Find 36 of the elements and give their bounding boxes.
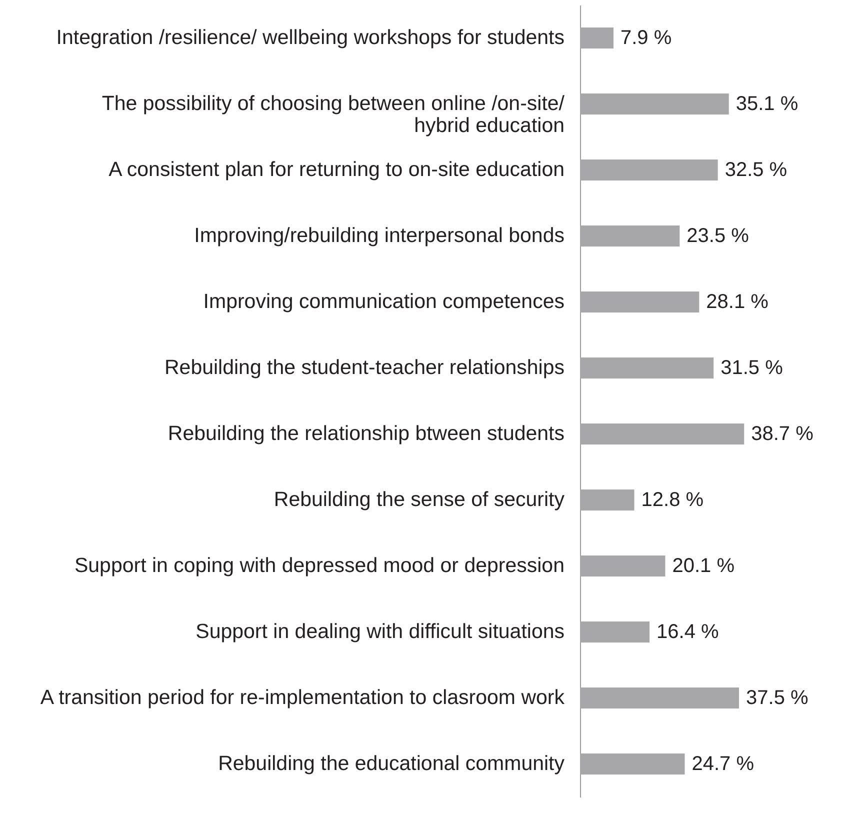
data-label: 37.5 % bbox=[746, 687, 809, 709]
y-tick-label: Support in dealing with difficult situations bbox=[196, 620, 564, 643]
y-tick-label: Rebuilding the student-teacher relationships bbox=[164, 356, 564, 379]
bar bbox=[580, 225, 680, 247]
data-label: 24.7 % bbox=[692, 753, 754, 775]
y-tick-label: Integration /resilience/ wellbeing workshops for students bbox=[56, 26, 564, 49]
y-tick-label: Improving communication competences bbox=[203, 290, 564, 313]
data-label: 23.5 % bbox=[686, 225, 750, 247]
y-tick-label: Rebuilding the relationship btween students bbox=[168, 422, 564, 445]
data-label: 7.9 % bbox=[620, 27, 672, 49]
data-label: 38.7 % bbox=[751, 423, 814, 445]
y-tick-label: Support in coping with depressed mood or depression bbox=[74, 554, 564, 577]
bar bbox=[580, 753, 685, 775]
data-label: 28.1 % bbox=[706, 291, 769, 313]
bar bbox=[580, 555, 666, 577]
bar bbox=[580, 357, 714, 379]
y-tick-label: The possibility of choosing between online /on-site/ hybrid education bbox=[102, 92, 565, 137]
bar bbox=[580, 489, 634, 511]
data-label: 35.1 % bbox=[736, 93, 798, 115]
y-tick-label: A transition period for re-implementation to clasroom work bbox=[40, 686, 566, 709]
bar bbox=[580, 93, 729, 115]
y-tick-label: Rebuilding the educational community bbox=[218, 752, 566, 775]
bar bbox=[580, 27, 614, 49]
y-tick-label: Rebuilding the sense of security bbox=[274, 488, 566, 511]
y-tick-label: Improving/rebuilding interpersonal bonds bbox=[194, 224, 564, 247]
data-label: 20.1 % bbox=[672, 555, 735, 577]
bar bbox=[580, 621, 650, 643]
data-label: 12.8 % bbox=[641, 489, 704, 511]
bar bbox=[580, 291, 700, 313]
bar bbox=[580, 159, 718, 181]
data-label: 32.5 % bbox=[724, 159, 788, 181]
data-label: 16.4 % bbox=[656, 621, 720, 643]
bar bbox=[580, 687, 740, 709]
bar bbox=[580, 423, 744, 445]
data-label: 31.5 % bbox=[720, 357, 784, 379]
y-tick-label: A consistent plan for returning to on-site education bbox=[108, 158, 564, 181]
